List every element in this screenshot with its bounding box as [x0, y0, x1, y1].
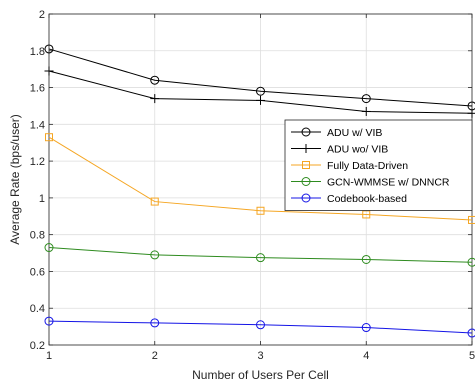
series-line: [48, 136, 473, 221]
series-codebook-based: [44, 316, 475, 338]
legend: ADU w/ VIB ADU wo/ VIB Fully Data-Driven GC…: [284, 119, 473, 211]
y-axis-label: Average Rate (bps/user): [8, 114, 22, 245]
x-axis-label: Number of Users Per Cell: [192, 368, 329, 382]
data-point: [467, 328, 475, 338]
legend-label: ADU wo/ VIB: [327, 144, 388, 156]
series-adu-wo-vib: [44, 66, 475, 118]
y-tick-label: 2: [39, 9, 45, 21]
legend-item: GCN-WMMSE w/ DNNCR: [291, 177, 450, 189]
y-tick-label: 1.4: [30, 119, 45, 131]
data-point: [361, 254, 371, 264]
legend-marker: [301, 193, 311, 203]
x-tick-label: 1: [46, 350, 52, 362]
data-point: [362, 210, 371, 219]
data-point: [150, 250, 160, 260]
data-point: [45, 133, 53, 142]
data-point: [44, 44, 54, 54]
data-point: [361, 323, 371, 333]
data-point: [150, 197, 159, 206]
data-point: [256, 86, 265, 96]
legend-marker: [301, 127, 311, 137]
y-tick-label: 0.8: [30, 230, 45, 242]
data-point: [467, 257, 475, 267]
y-tick-label: 0.6: [30, 266, 45, 278]
data-point: [467, 108, 475, 118]
data-point: [256, 320, 265, 330]
data-point: [150, 75, 160, 85]
x-tick-label: 3: [257, 350, 263, 362]
legend-marker: [301, 177, 311, 186]
y-tick-label: 1.6: [30, 83, 45, 95]
legend-label: GCN-WMMSE w/ DNNCR: [327, 177, 450, 189]
data-point: [361, 94, 371, 104]
legend-item: ADU wo/ VIB: [291, 144, 388, 156]
series-line: [48, 48, 473, 107]
legend-item: Fully Data-Driven: [291, 160, 408, 172]
y-tick-label: 0.4: [30, 303, 45, 315]
legend-label: ADU w/ VIB: [327, 127, 382, 139]
y-tick-label: 1.8: [30, 46, 45, 58]
series-fully-data-driven: [45, 133, 475, 224]
data-point: [256, 253, 265, 263]
legend-label: Fully Data-Driven: [327, 160, 408, 172]
data-point: [256, 206, 265, 215]
data-point: [44, 316, 54, 326]
data-point: [150, 318, 160, 328]
data-point: [361, 106, 371, 116]
data-point: [150, 94, 160, 104]
series-line: [48, 320, 473, 334]
y-tick-label: 1: [39, 193, 45, 205]
x-tick-label: 5: [469, 350, 475, 362]
series-adu-w-vib: [44, 44, 475, 111]
legend-item: ADU w/ VIB: [291, 127, 382, 139]
legend-entries: ADU w/ VIB ADU wo/ VIB Fully Data-Driven GC…: [291, 127, 450, 205]
legend-item: Codebook-based: [291, 193, 407, 205]
x-tick-label: 2: [152, 350, 158, 362]
data-point: [44, 243, 54, 253]
data-point: [468, 215, 475, 224]
data-point: [44, 66, 54, 76]
legend-label: Codebook-based: [327, 193, 407, 205]
legend-marker: [302, 161, 310, 169]
data-point: [256, 95, 265, 105]
axis-ticks: 0.2 0.4 0.6 0.8 1 1.2 1.4 1.6 1.8 2 1 2 3 4 5: [30, 9, 475, 362]
legend-marker: [301, 144, 311, 153]
y-tick-label: 1.2: [30, 156, 45, 168]
x-tick-label: 4: [363, 350, 369, 362]
series-line: [48, 247, 473, 263]
y-tick-label: 0.2: [30, 340, 45, 352]
series-gcn-wmmse-w-dnncr: [44, 243, 475, 267]
series-group: [44, 44, 475, 338]
